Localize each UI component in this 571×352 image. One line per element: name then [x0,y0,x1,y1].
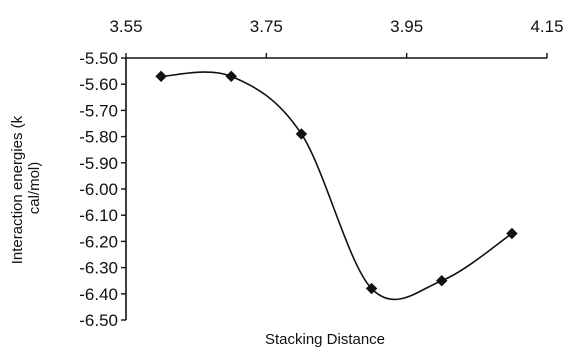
x-tick-label: 4.15 [530,17,563,36]
y-tick-label: -6.00 [79,180,118,199]
y-tick-label: -5.50 [79,49,118,68]
x-axis-title: Stacking Distance [265,331,385,348]
markers [155,70,518,295]
series-line [161,71,513,301]
x-tick-label: 3.75 [250,17,283,36]
data-point [365,282,378,295]
y-tick-label: -5.90 [79,154,118,173]
x-tick-label: 3.55 [109,17,142,36]
data-point [506,227,518,240]
y-axis-title-line-2: cal/mol) [26,162,43,215]
data-point [225,70,237,83]
y-tick-label: -6.10 [79,206,118,225]
y-axis-title: Interaction energies (k cal/mol) [9,112,43,265]
y-tick-label: -5.60 [79,75,118,94]
axes [125,57,547,320]
y-ticks: -5.50 -5.60 -5.70 -5.80 -5.90 -6.00 -6.10 -6.20… [79,49,126,330]
y-tick-label: -5.70 [79,101,118,120]
y-axis-title-line-1: Interaction energies (k [9,115,26,264]
y-tick-label: -6.30 [79,259,118,278]
y-tick-label: -5.80 [79,128,118,147]
x-ticks: 3.55 3.75 3.95 4.15 [109,17,564,58]
data-point [155,70,167,83]
x-tick-label: 3.95 [390,17,423,36]
y-tick-label: -6.20 [79,232,118,251]
data-point [436,274,448,287]
data-point [295,128,308,140]
y-tick-label: -6.50 [79,311,118,330]
y-tick-label: -6.40 [79,285,118,304]
